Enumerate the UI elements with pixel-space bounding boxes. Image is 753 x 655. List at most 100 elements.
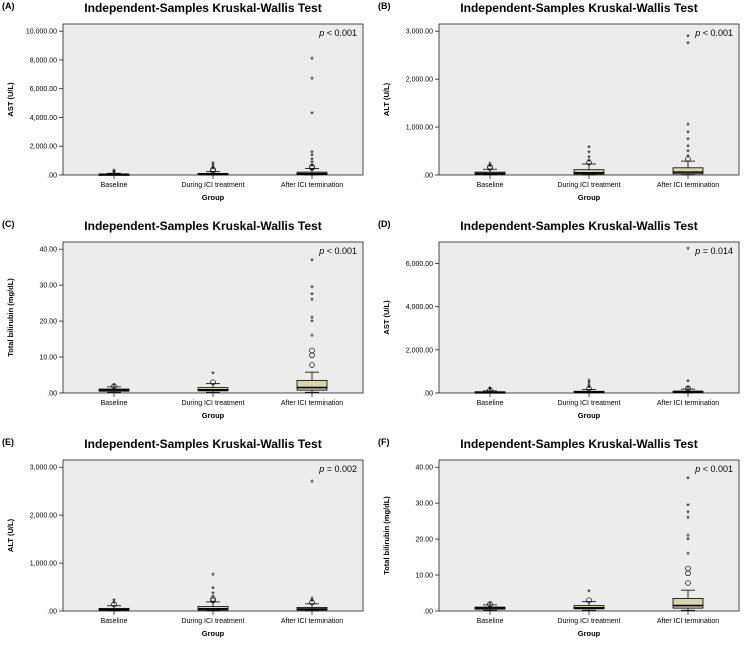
extreme-point: *: [686, 474, 690, 484]
x-tick-label: After ICI termination: [281, 618, 343, 625]
extreme-point: *: [587, 383, 591, 393]
boxplot-3: ***: [672, 245, 704, 394]
extreme-point: *: [587, 379, 591, 389]
boxplot-2: ***: [197, 159, 229, 176]
extreme-point: *: [488, 162, 492, 172]
panel-label: (A): [2, 1, 15, 11]
extreme-point: *: [686, 128, 690, 138]
extreme-point: *: [310, 110, 314, 120]
p-value: p = 0.002: [318, 464, 357, 474]
x-tick-label: Baseline: [101, 182, 128, 189]
plot-area: [438, 459, 740, 612]
extreme-point: *: [587, 157, 591, 167]
p-value-text: = 0.002: [324, 464, 357, 474]
p-value-text: < 0.001: [700, 464, 733, 474]
outlier-point: [309, 347, 315, 354]
chart-e: (E) Independent-Samples Kruskal-Wallis Te…: [2, 437, 364, 638]
outlier-point: [586, 385, 592, 392]
extreme-point: *: [310, 256, 314, 266]
panel-c: (C) Independent-Samples Kruskal-Wallis Te…: [0, 218, 376, 436]
boxplot-1: **: [474, 385, 506, 396]
outlier-point: [210, 596, 216, 602]
extreme-point: *: [488, 600, 492, 610]
chart-title: Independent-Samples Kruskal-Wallis Test: [84, 437, 321, 451]
extreme-point: *: [686, 536, 690, 546]
extreme-point: *: [488, 385, 492, 395]
outlier-point: [210, 597, 216, 604]
x-axis-label: Group: [578, 193, 601, 202]
box-iqr: [296, 380, 328, 391]
extreme-point: *: [686, 501, 690, 511]
p-value-text: < 0.001: [324, 246, 357, 256]
extreme-point: *: [112, 596, 116, 606]
outlier-point: [685, 385, 691, 392]
chart-c: (C) Independent-Samples Kruskal-Wallis Te…: [2, 219, 364, 420]
extreme-point: *: [310, 296, 314, 306]
chart-b: (B) Independent-Samples Kruskal-Wallis Te…: [378, 1, 740, 202]
panel-label: (B): [378, 1, 391, 11]
boxplot-2: *: [197, 370, 229, 393]
y-tick-label: 6,000.00: [406, 261, 433, 268]
y-axis-label: Total bilirubin (mg/dL): [6, 278, 15, 357]
extreme-point: *: [310, 75, 314, 85]
p-value-symbol: p: [694, 28, 700, 38]
panel-a: (A) Independent-Samples Kruskal-Wallis Te…: [0, 0, 376, 218]
extreme-point: *: [211, 164, 215, 174]
p-value-text: < 0.001: [324, 28, 357, 38]
p-value-symbol: p: [694, 246, 700, 256]
y-tick-label: 8,000.00: [30, 57, 57, 64]
p-value-text: = 0.014: [700, 246, 733, 256]
outlier-point: [111, 383, 117, 389]
extreme-point: *: [310, 291, 314, 301]
chart-title: Independent-Samples Kruskal-Wallis Test: [460, 437, 697, 451]
panel-label: (E): [2, 437, 14, 447]
extreme-point: *: [112, 168, 116, 178]
x-tick-label: After ICI termination: [281, 182, 343, 189]
panel-label: (C): [2, 219, 15, 229]
boxplot-1: **: [98, 596, 130, 612]
extreme-point: *: [112, 167, 116, 177]
y-tick-label: 10,000.00: [26, 29, 57, 36]
x-axis-label: Group: [202, 411, 225, 420]
extreme-point: *: [310, 595, 314, 605]
x-tick-label: After ICI termination: [657, 618, 719, 625]
p-value-symbol: p: [318, 464, 324, 474]
chart-title: Independent-Samples Kruskal-Wallis Test: [84, 219, 321, 233]
y-tick-label: 2,000.00: [30, 144, 57, 151]
outlier-point: [685, 565, 691, 572]
y-tick-label: 30.00: [415, 501, 433, 508]
p-value-symbol: p: [318, 246, 324, 256]
boxplot-2: ****: [573, 377, 605, 393]
extreme-point: *: [686, 136, 690, 146]
extreme-point: *: [310, 314, 314, 324]
extreme-point: *: [587, 377, 591, 387]
boxplot-1: ***: [98, 167, 130, 179]
chart-d: (D) Independent-Samples Kruskal-Wallis Te…: [378, 219, 740, 420]
y-tick-label: 2,000.00: [30, 513, 57, 520]
extreme-point: *: [310, 318, 314, 328]
box-iqr: [672, 167, 704, 175]
y-tick-label: .00: [423, 173, 433, 180]
outlier-point: [586, 159, 592, 166]
y-tick-label: 30.00: [39, 283, 57, 290]
y-tick-label: 1,000.00: [406, 125, 433, 132]
boxplot-3: ********: [296, 55, 328, 176]
boxplot-3: ***: [296, 478, 328, 612]
extreme-point: *: [211, 589, 215, 599]
p-value: p < 0.001: [694, 464, 733, 474]
boxplot-2: ****: [197, 571, 229, 612]
y-tick-label: .00: [47, 609, 57, 616]
x-tick-label: Baseline: [477, 618, 504, 625]
outlier-point: [487, 387, 493, 393]
x-tick-label: During ICI treatment: [181, 182, 244, 189]
panel-f: (F) Independent-Samples Kruskal-Wallis Te…: [376, 436, 752, 654]
chart-title: Independent-Samples Kruskal-Wallis Test: [460, 219, 697, 233]
plot-area: [438, 241, 740, 394]
chart-title: Independent-Samples Kruskal-Wallis Test: [460, 1, 697, 15]
x-tick-label: Baseline: [101, 618, 128, 625]
y-tick-label: 2,000.00: [406, 77, 433, 84]
y-tick-label: 10.00: [39, 355, 57, 362]
extreme-point: *: [211, 161, 215, 171]
p-value-symbol: p: [694, 464, 700, 474]
outlier-point: [210, 166, 216, 173]
